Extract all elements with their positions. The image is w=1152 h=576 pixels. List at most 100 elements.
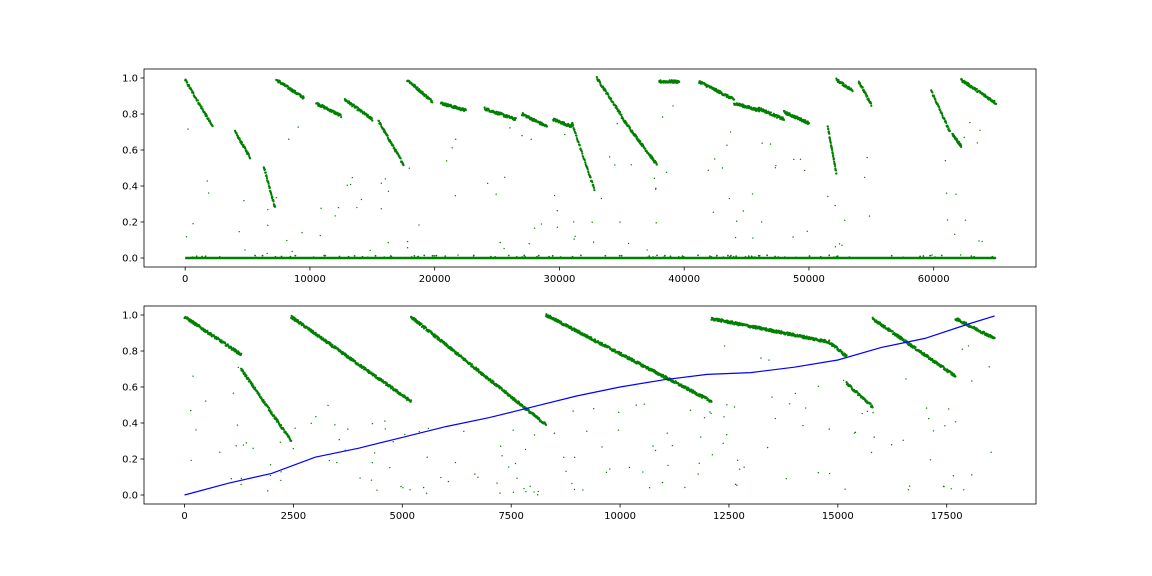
outlier-point [451, 147, 453, 149]
data-point [625, 122, 628, 125]
data-point [279, 423, 283, 427]
outlier-point [571, 482, 573, 485]
baseline-point [494, 256, 497, 258]
data-point [514, 117, 517, 120]
outlier-point [655, 187, 657, 189]
outlier-point [736, 459, 739, 462]
x-tick-label: 15000 [822, 511, 854, 522]
data-point [242, 143, 245, 147]
outlier-point [418, 430, 421, 433]
outlier-point [533, 491, 535, 493]
outlier-point [573, 456, 576, 459]
baseline-point [361, 255, 364, 258]
outlier-point [627, 242, 630, 245]
data-point [938, 106, 941, 109]
outlier-point [537, 490, 539, 493]
baseline-point [274, 255, 277, 258]
baseline-point [766, 254, 769, 257]
data-point [861, 86, 864, 89]
y-tick-label: 0.2 [122, 218, 138, 229]
outlier-point [574, 235, 576, 237]
data-point [470, 363, 474, 366]
outlier-point [600, 197, 603, 200]
data-point [258, 393, 261, 396]
outlier-point [630, 164, 632, 166]
bottom-scatter-plot: 0 2500 5000 7500 10000 12500 15000 17500 0.0 0.2 0… [122, 305, 1037, 522]
data-point [584, 161, 587, 164]
outlier-point [828, 472, 831, 475]
outlier-point [315, 415, 317, 418]
data-point [866, 95, 869, 98]
outlier-point [655, 222, 657, 224]
outlier-point [346, 184, 348, 186]
outlier-point [863, 176, 866, 179]
outlier-point [389, 466, 391, 469]
outlier-point [761, 142, 763, 144]
data-point [628, 126, 632, 129]
outlier-point [187, 128, 189, 130]
outlier-point [609, 468, 611, 470]
outlier-point [955, 193, 957, 195]
outlier-point [238, 230, 240, 233]
outlier-point [700, 436, 702, 438]
outlier-point [774, 417, 777, 420]
outlier-point [771, 396, 773, 398]
outlier-point [963, 136, 965, 139]
axes-frame [143, 305, 1037, 505]
outlier-point [834, 204, 836, 207]
outlier-point [945, 192, 948, 194]
y-tick-label: 0.4 [122, 182, 138, 193]
data-point [869, 402, 872, 405]
baseline-point [970, 255, 973, 258]
data-point [200, 105, 203, 109]
outlier-point [565, 470, 567, 473]
outlier-point [556, 226, 559, 228]
data-point [444, 102, 447, 105]
data-point [851, 90, 854, 93]
data-point [392, 144, 395, 147]
outlier-point [294, 427, 296, 429]
outlier-point [616, 122, 619, 125]
outlier-point [841, 244, 843, 246]
outlier-point [950, 488, 952, 490]
data-point [831, 152, 834, 155]
outlier-point [827, 195, 829, 198]
data-point [845, 354, 848, 357]
segment-15 [658, 79, 681, 174]
outlier-point [192, 375, 194, 377]
baseline-point [715, 256, 718, 259]
plot-marks [183, 313, 996, 496]
outlier-point [828, 428, 830, 430]
data-point [230, 346, 233, 349]
data-point [960, 78, 964, 82]
baseline-point [940, 254, 943, 257]
baseline-point [654, 256, 657, 259]
data-point [939, 109, 942, 112]
outlier-point [564, 133, 566, 136]
data-point [273, 205, 277, 208]
data-point [545, 313, 548, 316]
baseline-point [663, 256, 665, 259]
x-tick-label: 0 [182, 274, 188, 285]
x-tick-label: 50000 [793, 274, 825, 285]
x-tick-label: 5000 [390, 511, 415, 522]
data-point [577, 141, 580, 144]
baseline-point [677, 256, 680, 258]
baseline-point [725, 257, 727, 259]
data-point [599, 81, 602, 84]
baseline-point [294, 254, 297, 257]
outlier-point [384, 420, 386, 422]
data-point [710, 400, 713, 403]
outlier-point [661, 116, 664, 118]
data-point [994, 102, 998, 105]
outlier-point [738, 468, 741, 470]
outlier-point [969, 121, 971, 124]
x-tick-label: 7500 [498, 511, 523, 522]
baseline-point [929, 254, 932, 257]
outlier-point [240, 477, 243, 480]
outlier-point [979, 129, 981, 132]
segment-17 [732, 102, 761, 239]
baseline-point [262, 256, 265, 259]
baseline-point [890, 254, 893, 257]
outlier-point [408, 167, 411, 169]
